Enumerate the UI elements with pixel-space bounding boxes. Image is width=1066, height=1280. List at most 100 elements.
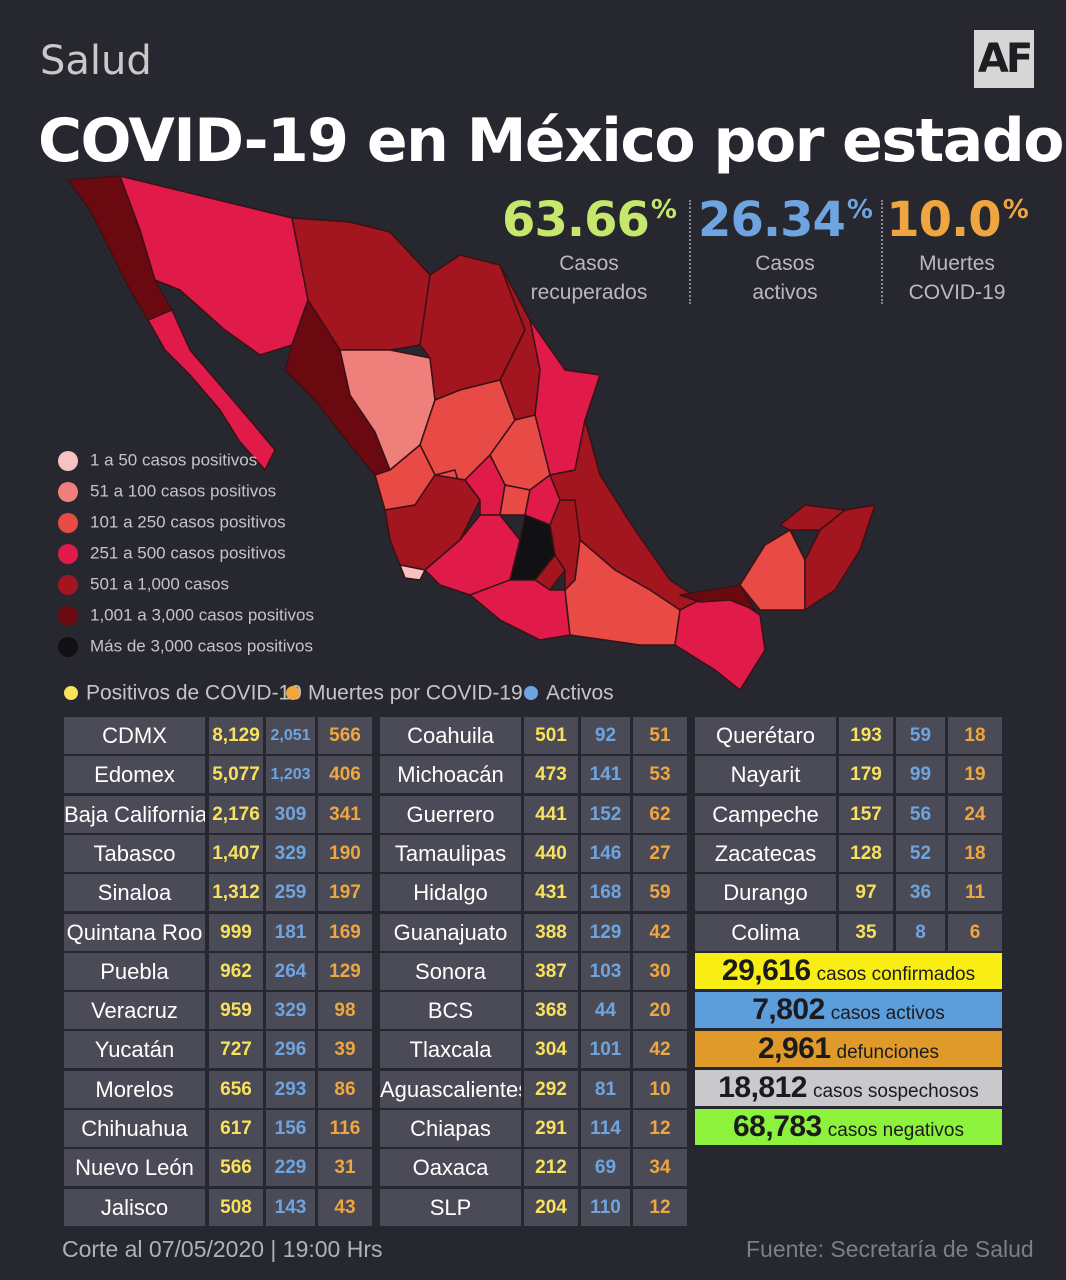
summary-number: 29,616: [721, 954, 811, 987]
summary-label: casos confirmados: [816, 964, 976, 985]
positive-cell: 204: [524, 1189, 578, 1226]
legend-label: 1,001 a 3,000 casos positivos: [90, 605, 314, 625]
deaths-cell: 34: [633, 1149, 687, 1186]
positive-cell: 292: [524, 1071, 578, 1108]
active-cell: 146: [581, 835, 630, 872]
deaths-cell: 30: [633, 953, 687, 990]
deaths-cell: 6: [948, 914, 1002, 951]
state-name-cell: CDMX: [64, 717, 205, 754]
deaths-cell: 18: [948, 835, 1002, 872]
state-name-cell: Guerrero: [380, 796, 521, 833]
deaths-cell: 12: [633, 1189, 687, 1226]
deaths-cell: 18: [948, 717, 1002, 754]
positive-cell: 388: [524, 914, 578, 951]
state-name-cell: Nuevo León: [64, 1149, 205, 1186]
summary-label: casos negativos: [827, 1120, 964, 1141]
deaths-cell: 51: [633, 717, 687, 754]
positive-cell: 304: [524, 1031, 578, 1068]
active-cell: 141: [581, 756, 630, 793]
stat-active-symbol: %: [846, 195, 873, 225]
positive-cell: 97: [839, 874, 893, 911]
active-cell: 181: [266, 914, 315, 951]
stat-active-value: 26.34: [698, 192, 846, 248]
positive-cell: 1,312: [209, 874, 263, 911]
legend-label: 1 a 50 casos positivos: [90, 450, 258, 470]
key-deaths: Muertes por COVID-19: [286, 681, 523, 707]
stat-recovered-symbol: %: [650, 195, 677, 225]
active-cell: 1,203: [266, 756, 315, 793]
state-name-cell: SLP: [380, 1189, 521, 1226]
deaths-cell: 39: [318, 1031, 372, 1068]
legend-item: 1,001 a 3,000 casos positivos: [58, 605, 314, 629]
deaths-cell: 197: [318, 874, 372, 911]
active-cell: 103: [581, 953, 630, 990]
divider: [689, 200, 691, 304]
positive-cell: 962: [209, 953, 263, 990]
positive-cell: 508: [209, 1189, 263, 1226]
positive-cell: 5,077: [209, 756, 263, 793]
legend-swatch-icon: [58, 512, 78, 533]
positive-cell: 440: [524, 835, 578, 872]
state-name-cell: Chihuahua: [64, 1110, 205, 1147]
state-name-cell: Campeche: [695, 796, 836, 833]
legend-label: 501 a 1,000 casos: [90, 574, 229, 594]
active-cell: 329: [266, 835, 315, 872]
positive-cell: 291: [524, 1110, 578, 1147]
positive-cell: 1,407: [209, 835, 263, 872]
deaths-cell: 10: [633, 1071, 687, 1108]
stat-active-label1: Casos: [755, 252, 815, 275]
state-name-cell: Zacatecas: [695, 835, 836, 872]
state-name-cell: Aguascalientes: [380, 1071, 521, 1108]
positive-cell: 35: [839, 914, 893, 951]
deaths-cell: 86: [318, 1071, 372, 1108]
active-cell: 129: [581, 914, 630, 951]
active-cell: 264: [266, 953, 315, 990]
summary-label: casos sospechosos: [812, 1081, 979, 1102]
map-state-bcs: [147, 309, 276, 471]
positive-cell: 656: [209, 1071, 263, 1108]
deaths-cell: 406: [318, 756, 372, 793]
summary-number: 2,961: [757, 1032, 831, 1065]
deaths-cell: 19: [948, 756, 1002, 793]
legend-item: 251 a 500 casos positivos: [58, 543, 286, 567]
active-cell: 296: [266, 1031, 315, 1068]
map-state-tabasco: [679, 584, 756, 611]
deaths-cell: 42: [633, 1031, 687, 1068]
state-name-cell: BCS: [380, 992, 521, 1029]
positive-cell: 566: [209, 1149, 263, 1186]
deaths-cell: 31: [318, 1149, 372, 1186]
deaths-cell: 341: [318, 796, 372, 833]
active-cell: 156: [266, 1110, 315, 1147]
legend-swatch-icon: [58, 543, 78, 564]
deaths-dot-icon: [286, 686, 300, 701]
positive-cell: 368: [524, 992, 578, 1029]
state-name-cell: Jalisco: [64, 1189, 205, 1226]
positive-cell: 431: [524, 874, 578, 911]
positive-cell: 128: [839, 835, 893, 872]
active-cell: 59: [896, 717, 945, 754]
map-state-quintana-roo: [804, 504, 876, 611]
key-label: Muertes por COVID-19: [308, 681, 523, 705]
state-name-cell: Edomex: [64, 756, 205, 793]
positive-cell: 727: [209, 1031, 263, 1068]
legend-label: 51 a 100 casos positivos: [90, 481, 277, 501]
active-cell: 69: [581, 1149, 630, 1186]
positive-cell: 501: [524, 717, 578, 754]
footer-cutoff: Corte al 07/05/2020 | 19:00 Hrs: [62, 1236, 383, 1262]
state-name-cell: Coahuila: [380, 717, 521, 754]
summary-label: casos activos: [830, 1003, 945, 1024]
state-name-cell: Sonora: [380, 953, 521, 990]
active-cell: 101: [581, 1031, 630, 1068]
active-cell: 2,051: [266, 717, 315, 754]
state-name-cell: Nayarit: [695, 756, 836, 793]
mexico-map: [67, 175, 876, 691]
stat-deaths-symbol: %: [1002, 195, 1029, 225]
active-cell: 92: [581, 717, 630, 754]
legend-swatch-icon: [58, 450, 78, 471]
state-name-cell: Hidalgo: [380, 874, 521, 911]
stat-deaths: 10.0% Muertes COVID-19: [862, 192, 1052, 306]
positive-cell: 212: [524, 1149, 578, 1186]
section-label: Salud: [40, 38, 152, 84]
active-cell: 293: [266, 1071, 315, 1108]
positive-cell: 8,129: [209, 717, 263, 754]
